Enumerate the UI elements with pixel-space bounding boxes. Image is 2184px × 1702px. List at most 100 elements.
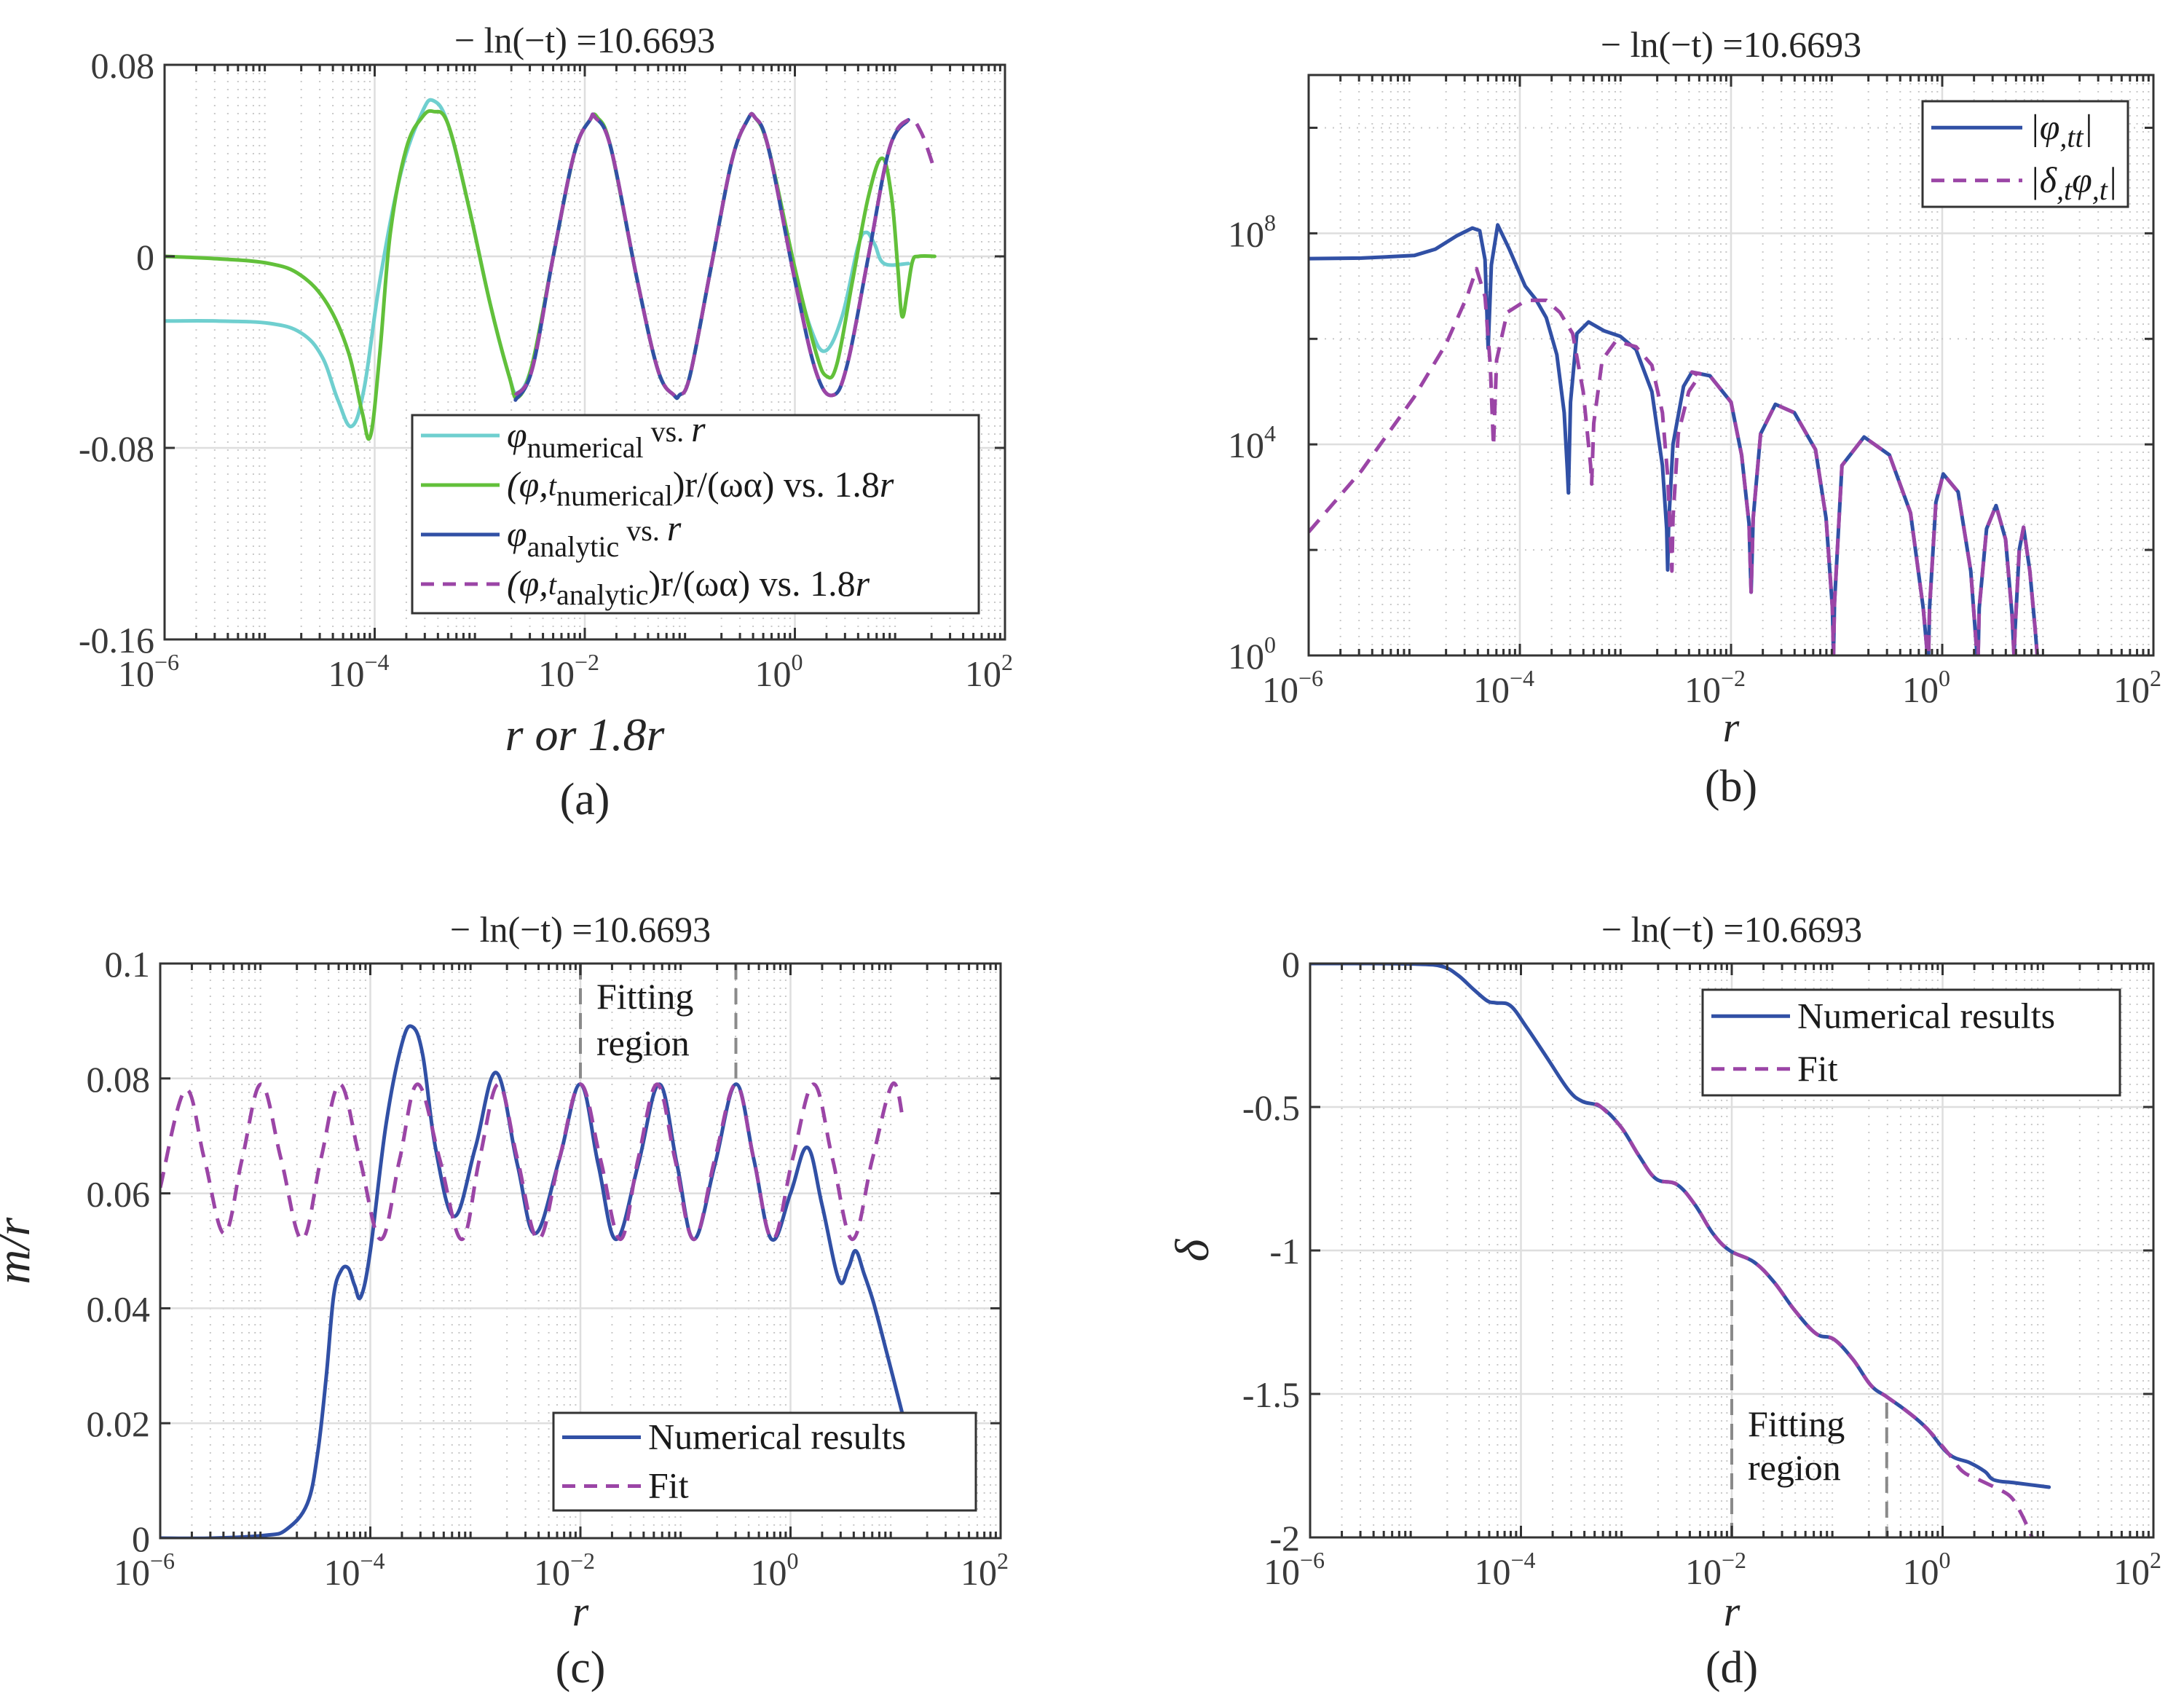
- y-tick-base: 10: [1228, 636, 1264, 677]
- x-tick-base: 10: [323, 1552, 360, 1593]
- legend-label: φanalytic vs. r: [507, 508, 682, 563]
- x-tick-label: 100: [751, 1548, 799, 1593]
- x-tick-exponent: 0: [1939, 1547, 1951, 1573]
- x-tick-labels: 10−6 10−4 10−2 100 102: [1262, 665, 2161, 710]
- legend-var: r: [667, 508, 682, 548]
- x-tick-label: 10−2: [534, 1548, 595, 1593]
- x-tick-exponent: −6: [1298, 665, 1323, 691]
- legend-label: Numerical results: [648, 1417, 906, 1457]
- x-tick-exponent: 2: [1001, 649, 1013, 675]
- x-tick-exponent: −4: [1510, 1547, 1535, 1573]
- legend-rest: vs.: [619, 514, 667, 547]
- y-tick-label: -1: [1269, 1231, 1300, 1272]
- x-tick-exponent: 0: [1939, 665, 1950, 691]
- x-tick-base: 10: [1684, 669, 1721, 710]
- x-tick-base: 10: [2113, 669, 2150, 710]
- x-tick-base: 10: [1902, 669, 1939, 710]
- legend-label-part: ,t: [2057, 173, 2073, 206]
- fitting-region-annotation: Fitting region: [579, 964, 738, 1079]
- legend-var: r: [880, 464, 894, 505]
- legend-symbol: φ: [507, 513, 527, 554]
- x-tick-label: 100: [1902, 665, 1950, 710]
- legend-label: (φ,tanalytic)r/(ωα) vs. 1.8r: [507, 563, 870, 611]
- y-tick-label: 104: [1228, 420, 1276, 465]
- y-tick-labels: 0.08 0 -0.08 -0.16: [79, 45, 154, 661]
- legend-label: Numerical results: [1797, 995, 2055, 1036]
- x-tick-base: 10: [965, 653, 1001, 694]
- legend-label-part: |: [2084, 106, 2094, 147]
- x-tick-exponent: 0: [787, 1548, 799, 1574]
- x-tick-base: 10: [114, 1552, 150, 1593]
- y-tick-label: 0.06: [87, 1174, 151, 1215]
- legend-box: [1701, 988, 2121, 1097]
- x-tick-label: 10−2: [538, 649, 599, 694]
- y-tick-label: -0.5: [1242, 1087, 1300, 1128]
- x-tick-exponent: −4: [1510, 665, 1534, 691]
- legend-rest: )r/(ωα) vs. 1.8: [673, 464, 880, 505]
- legend-sub: numerical: [556, 479, 673, 512]
- x-tick-label: 102: [961, 1548, 1009, 1593]
- legend-symbol: φ: [507, 414, 527, 455]
- x-tick-base: 10: [751, 1552, 787, 1593]
- legend: |φ,tt||δ,tφ,t|: [1921, 100, 2129, 208]
- y-tick-label: 0.02: [87, 1403, 151, 1444]
- series-group: [1310, 964, 2051, 1537]
- x-tick-base: 10: [1473, 669, 1510, 710]
- chart-title: − ln(−t) =10.6693: [1601, 24, 1861, 65]
- x-tick-base: 10: [118, 653, 154, 694]
- legend-rest: )r/(ωα) vs. 1.8: [649, 563, 856, 604]
- fitting-region-label: Fitting: [1748, 1403, 1845, 1444]
- series-line-1: [1309, 223, 2039, 655]
- y-tick-label: -1.5: [1242, 1374, 1300, 1415]
- legend-box: [411, 414, 980, 615]
- y-tick-exponent: 0: [1264, 631, 1276, 658]
- x-tick-label: 10−4: [323, 1548, 385, 1593]
- x-tick-base: 10: [1903, 1551, 1939, 1592]
- y-tick-label: -2: [1269, 1518, 1300, 1559]
- x-tick-label: 10−4: [1474, 1547, 1535, 1592]
- legend-symbol: (φ,: [507, 464, 548, 505]
- y-tick-exponent: 4: [1264, 420, 1276, 446]
- x-tick-label: 10−4: [1473, 665, 1534, 710]
- legend-label-text: Fit: [1797, 1048, 1838, 1089]
- legend-label: Fit: [1797, 1048, 1838, 1089]
- legend-sub: numerical: [527, 431, 644, 464]
- legend-label-text: Numerical results: [1797, 995, 2055, 1036]
- legend-label-part: ,t: [2092, 173, 2108, 206]
- x-tick-base: 10: [534, 1552, 570, 1593]
- x-tick-label: 102: [965, 649, 1013, 694]
- x-tick-label: 10−6: [118, 649, 179, 694]
- legend-label-part: ,tt: [2059, 120, 2084, 153]
- legend-label: (φ,tnumerical)r/(ωα) vs. 1.8r: [507, 464, 894, 512]
- x-tick-exponent: 0: [792, 649, 803, 675]
- legend-label-text: Fit: [648, 1465, 689, 1506]
- tick-marks: [163, 63, 1006, 641]
- legend-symbol: (φ,: [507, 563, 548, 604]
- y-tick-exponent: 8: [1264, 209, 1276, 235]
- x-tick-label: 102: [2113, 1547, 2161, 1592]
- tick-marks: [159, 962, 1002, 1540]
- x-tick-exponent: −2: [1721, 665, 1746, 691]
- y-tick-labels: 0.1 0.08 0.06 0.04 0.02 0: [87, 944, 151, 1559]
- x-tick-label: 10−2: [1685, 1547, 1746, 1592]
- y-tick-base: 10: [1228, 425, 1264, 465]
- x-tick-exponent: −6: [154, 649, 179, 675]
- legend-sup: t: [548, 469, 557, 502]
- series-group: [1309, 223, 2039, 655]
- legend-var: r: [691, 409, 706, 449]
- x-tick-base: 10: [1474, 1551, 1510, 1592]
- legend-label: |φ,tt|: [2030, 106, 2093, 153]
- x-tick-base: 10: [1685, 1551, 1722, 1592]
- x-tick-labels: 10−6 10−4 10−2 100 102: [118, 649, 1013, 694]
- fitting-region-label: region: [596, 1023, 690, 1063]
- legend-label: Fit: [648, 1465, 689, 1506]
- series-line-4: [513, 111, 937, 401]
- legend-sup: t: [548, 568, 557, 601]
- y-tick-label: -0.16: [79, 620, 154, 661]
- x-tick-exponent: −2: [1722, 1547, 1746, 1573]
- y-tick-label: 0.08: [87, 1059, 151, 1100]
